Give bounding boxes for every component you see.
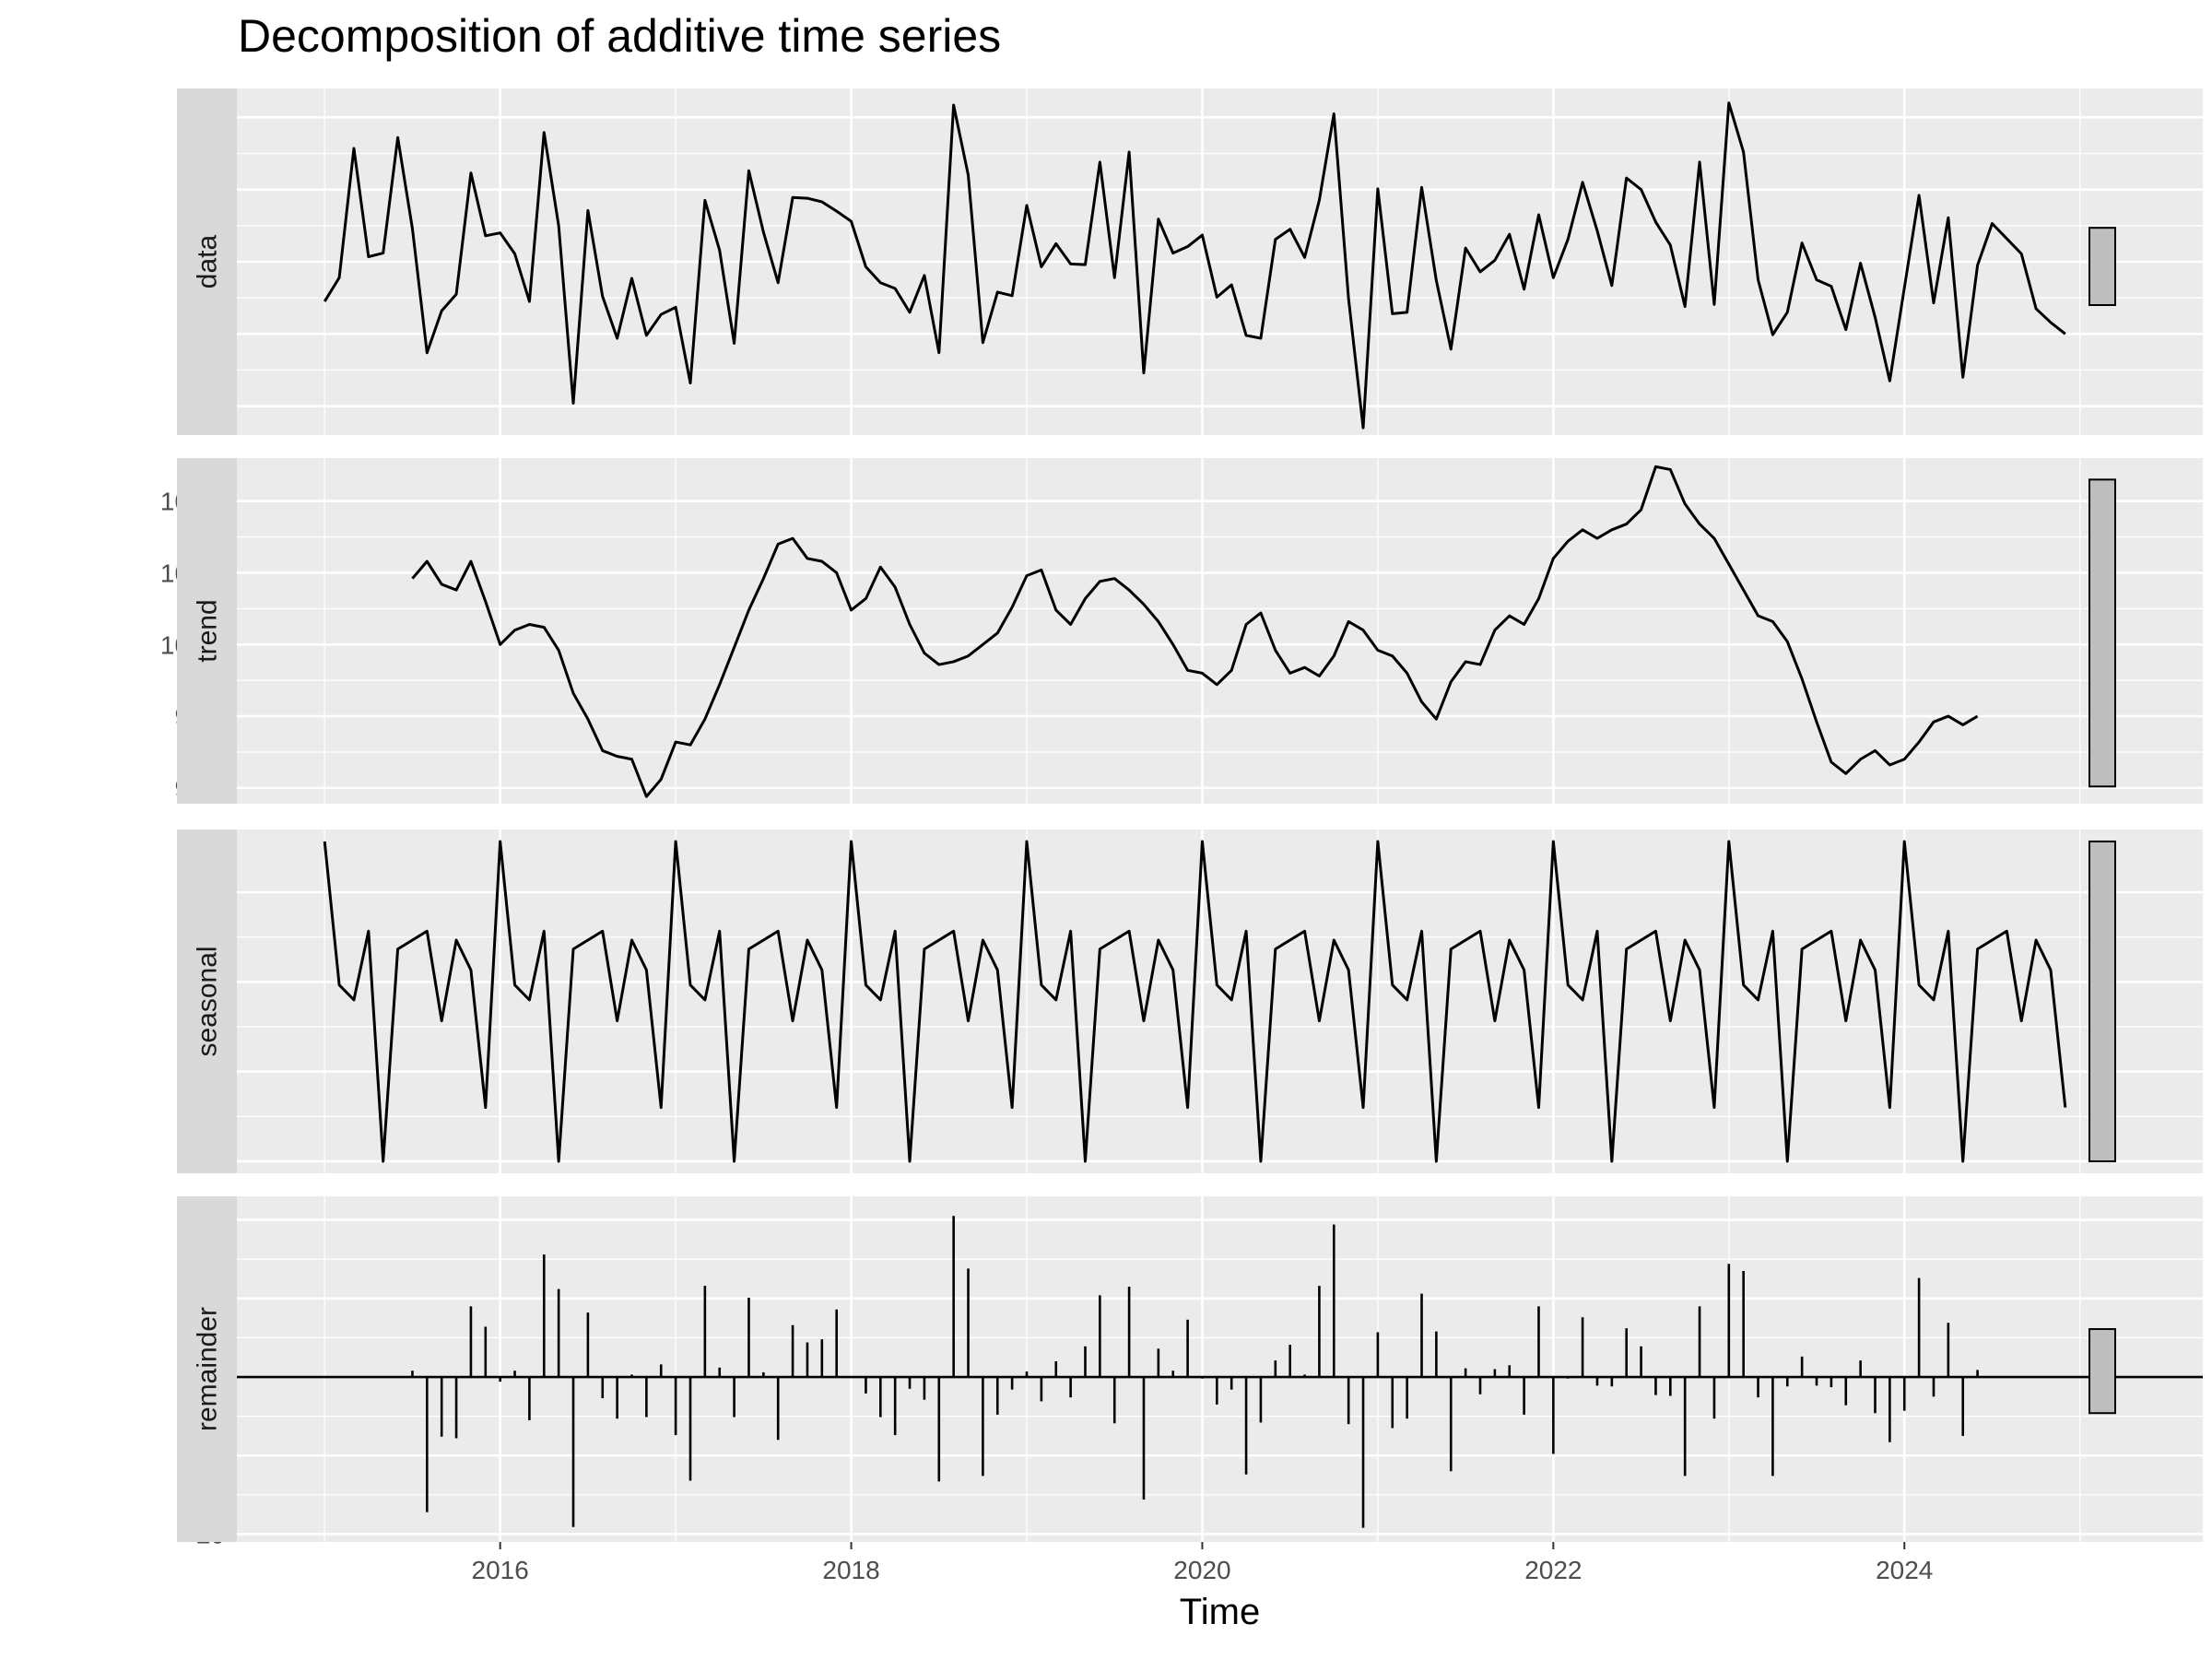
- x-tick-label: 2020: [1173, 1556, 1230, 1584]
- strip-background: [177, 1196, 237, 1542]
- panel-data: 8090100110120data: [177, 88, 2203, 435]
- panel-background: [237, 458, 2203, 804]
- strip-background: [177, 88, 237, 435]
- panel-background: [237, 1196, 2203, 1542]
- strip-label-remainder: remainder: [193, 1307, 223, 1431]
- panel-remainder: -20-1001020remainder: [177, 1196, 2203, 1548]
- strip-label-seasonal: seasonal: [193, 946, 223, 1056]
- range-bar: [2088, 227, 2116, 306]
- x-tick-label: 2016: [472, 1556, 529, 1584]
- x-tick-label: 2022: [1524, 1556, 1582, 1584]
- series-line-trend: [411, 465, 1979, 798]
- series-line-data: [323, 101, 2066, 429]
- range-bar: [2088, 1328, 2116, 1415]
- strip-background: [177, 458, 237, 804]
- range-bar: [2088, 840, 2116, 1163]
- range-bar: [2088, 478, 2116, 788]
- x-tick-label: 2018: [822, 1556, 879, 1584]
- series-line-seasonal: [323, 840, 2067, 1163]
- strip-background: [177, 830, 237, 1173]
- chart-title: Decomposition of additive time series: [238, 10, 1002, 62]
- panel-seasonal: -6-303seasonal: [177, 830, 2203, 1176]
- strip-label-trend: trend: [193, 599, 223, 662]
- panel-trend: 95.097.5100.0102.5105.0trend: [160, 458, 2203, 804]
- x-tick-label: 2024: [1876, 1556, 1933, 1584]
- strip-label-data: data: [193, 234, 223, 288]
- x-axis-title: Time: [1180, 1592, 1260, 1632]
